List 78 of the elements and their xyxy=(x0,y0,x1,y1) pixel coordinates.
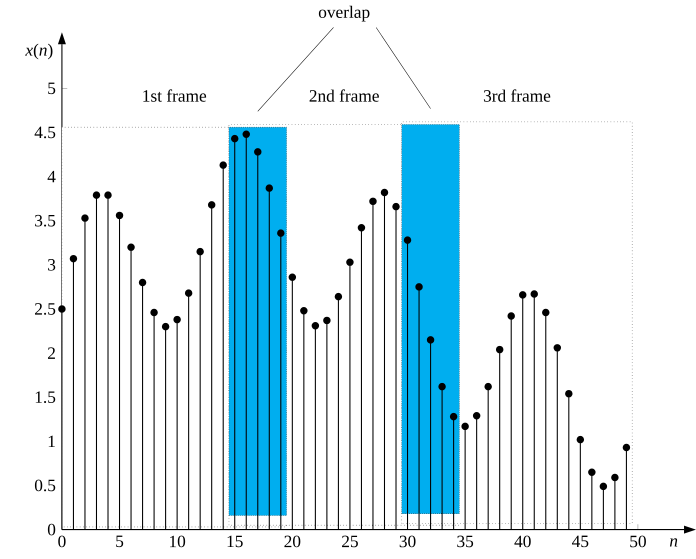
x-tick-label: 15 xyxy=(228,536,243,548)
point xyxy=(266,184,274,192)
point xyxy=(404,236,412,244)
point xyxy=(576,436,584,444)
x-tick-label: 20 xyxy=(284,536,300,548)
point xyxy=(600,482,608,490)
y-tick-label: 1.5 xyxy=(36,392,56,404)
x-tick-label: 45 xyxy=(572,536,588,548)
point xyxy=(150,308,158,316)
y-tick-label: 5 xyxy=(48,82,56,94)
point xyxy=(70,255,78,263)
point xyxy=(358,224,366,232)
point xyxy=(611,474,619,482)
band-label: 2nd frame xyxy=(310,90,379,102)
point xyxy=(334,293,342,301)
point xyxy=(81,214,89,222)
point xyxy=(116,212,124,220)
x-tick-label: 40 xyxy=(514,536,531,548)
point xyxy=(519,291,526,299)
y-tick-label: 1 xyxy=(48,436,55,448)
y-tick-label: 2.5 xyxy=(35,303,56,316)
point xyxy=(461,422,469,430)
y-axis-title: x(n) xyxy=(25,44,52,60)
point xyxy=(208,201,216,209)
point xyxy=(554,344,562,352)
point xyxy=(426,336,434,344)
point xyxy=(300,307,308,315)
y-tick-label: 0 xyxy=(48,524,56,536)
point xyxy=(196,248,204,256)
point xyxy=(415,283,423,291)
point xyxy=(92,192,100,200)
point xyxy=(380,188,388,196)
point xyxy=(312,322,320,330)
x-tick-label: 25 xyxy=(342,536,358,548)
y-tick-label: 3 xyxy=(48,259,56,271)
point xyxy=(230,135,238,143)
point xyxy=(346,258,354,266)
point xyxy=(507,312,515,320)
x-tick-label: 35 xyxy=(457,536,474,548)
x-tick-label: 0 xyxy=(58,536,66,548)
point xyxy=(369,198,377,206)
point xyxy=(184,290,192,298)
point xyxy=(622,444,630,452)
point xyxy=(138,278,146,286)
y-tick-label: 4.5 xyxy=(34,126,56,139)
point xyxy=(530,290,538,298)
point xyxy=(565,390,573,398)
point xyxy=(288,274,296,282)
point xyxy=(323,316,331,324)
point xyxy=(450,413,458,421)
point xyxy=(254,148,262,156)
point xyxy=(484,383,492,391)
point xyxy=(438,383,446,391)
point xyxy=(162,323,170,331)
y-tick-label: 2 xyxy=(48,348,55,360)
point xyxy=(58,305,66,313)
point xyxy=(219,162,227,170)
y-tick-label: 0.5 xyxy=(34,480,56,492)
point xyxy=(392,203,400,211)
point xyxy=(127,244,135,252)
text: overlap xyxy=(318,6,370,22)
point xyxy=(588,468,596,476)
point xyxy=(104,192,112,200)
point xyxy=(242,130,250,138)
point xyxy=(173,316,181,324)
x-tick-label: 30 xyxy=(400,536,416,548)
band-label: 3rd frame xyxy=(484,90,550,102)
band-label: 1st frame xyxy=(143,90,206,102)
x-tick-label: 5 xyxy=(116,536,124,548)
x-tick-label: 50 xyxy=(630,536,646,548)
point xyxy=(277,230,285,238)
x-axis-title: n xyxy=(670,538,678,547)
y-tick-label: 4 xyxy=(48,171,56,183)
point xyxy=(496,346,504,354)
y-tick-label: 3.5 xyxy=(35,215,56,227)
point xyxy=(542,308,550,316)
point xyxy=(472,412,480,420)
x-tick-label: 10 xyxy=(170,536,186,548)
